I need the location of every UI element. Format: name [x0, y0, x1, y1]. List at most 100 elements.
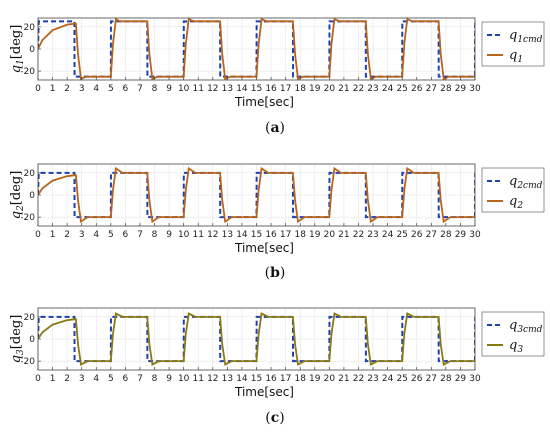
legend-label-q2cmd: q2cmd — [509, 174, 543, 191]
x-tick-label: 2 — [64, 84, 70, 94]
x-axis-label: Time[sec] — [234, 241, 294, 255]
y-tick-label: 0 — [29, 335, 35, 345]
x-tick-label: 22 — [353, 84, 364, 94]
x-tick-label: 19 — [309, 84, 321, 94]
x-tick-label: 17 — [280, 230, 291, 240]
y-tick-label: 0 — [29, 45, 35, 55]
x-tick-label: 0 — [35, 374, 41, 384]
x-tick-label: 26 — [411, 84, 423, 94]
x-tick-label: 13 — [222, 84, 233, 94]
x-tick-label: 12 — [207, 230, 218, 240]
x-tick-label: 16 — [265, 230, 277, 240]
x-tick-label: 8 — [152, 230, 158, 240]
x-tick-label: 19 — [309, 374, 321, 384]
x-tick-label: 11 — [193, 374, 204, 384]
x-tick-label: 17 — [280, 374, 291, 384]
y-axis-label: q2[deg] — [9, 171, 26, 220]
x-tick-label: 12 — [207, 374, 218, 384]
series-line-q1 — [38, 18, 475, 80]
x-tick-label: 29 — [455, 84, 467, 94]
x-tick-label: 6 — [123, 374, 129, 384]
x-tick-label: 25 — [396, 84, 407, 94]
legend-box — [481, 311, 545, 357]
x-tick-label: 18 — [294, 230, 306, 240]
y-axis-label: q1[deg] — [9, 25, 26, 74]
x-tick-label: 29 — [455, 230, 467, 240]
x-tick-label: 20 — [324, 374, 336, 384]
x-tick-label: 25 — [396, 374, 407, 384]
series-line-q2 — [38, 166, 475, 224]
x-tick-label: 4 — [93, 374, 99, 384]
y-axis-label: q3[deg] — [9, 315, 26, 364]
x-tick-label: 10 — [178, 84, 190, 94]
x-tick-label: 0 — [35, 230, 41, 240]
x-axis-label: Time[sec] — [234, 95, 294, 109]
x-tick-label: 9 — [166, 230, 172, 240]
legend-label-q3cmd: q3cmd — [509, 318, 543, 335]
x-tick-label: 13 — [222, 230, 233, 240]
x-tick-label: 7 — [137, 374, 143, 384]
y-tick-label: 20 — [24, 169, 36, 179]
x-tick-label: 14 — [236, 374, 248, 384]
x-tick-label: 24 — [382, 374, 394, 384]
x-tick-label: 13 — [222, 374, 233, 384]
x-tick-label: 1 — [50, 374, 56, 384]
x-tick-label: 0 — [35, 84, 41, 94]
y-tick-label: 20 — [24, 23, 36, 33]
x-tick-label: 22 — [353, 230, 364, 240]
x-tick-label: 21 — [338, 230, 349, 240]
x-tick-label: 11 — [193, 230, 204, 240]
x-tick-label: 11 — [193, 84, 204, 94]
x-tick-label: 20 — [324, 84, 336, 94]
x-tick-label: 21 — [338, 84, 349, 94]
x-tick-label: 28 — [440, 374, 452, 384]
x-tick-label: 23 — [367, 230, 378, 240]
chart-panel-b: 0 1 2 3 4 5 6 7 8 9 10 11 12 13 14 15 16 17 18 19 20 21 22 23 24… — [9, 163, 545, 281]
x-tick-label: 2 — [64, 374, 70, 384]
y-tick-label: -20 — [20, 213, 35, 223]
legend-label-q3: q3 — [509, 338, 523, 355]
x-tick-label: 3 — [79, 230, 85, 240]
x-tick-label: 30 — [469, 84, 481, 94]
x-tick-label: 6 — [123, 230, 129, 240]
x-tick-label: 1 — [50, 230, 56, 240]
x-tick-label: 5 — [108, 374, 114, 384]
x-tick-label: 16 — [265, 374, 277, 384]
legend-label-q1cmd: q1cmd — [509, 28, 543, 45]
x-tick-label: 30 — [469, 374, 481, 384]
x-tick-label: 12 — [207, 84, 218, 94]
legend-label-q1: q1 — [509, 48, 523, 65]
panel-caption: (c) — [265, 410, 284, 426]
panel-caption: (b) — [265, 265, 286, 281]
panel-caption: (a) — [265, 120, 285, 136]
x-tick-label: 5 — [108, 230, 114, 240]
x-tick-label: 24 — [382, 84, 394, 94]
x-tick-label: 9 — [166, 374, 172, 384]
x-tick-label: 28 — [440, 84, 452, 94]
x-tick-label: 22 — [353, 374, 364, 384]
x-tick-label: 26 — [411, 374, 423, 384]
x-tick-label: 4 — [93, 84, 99, 94]
x-tick-label: 3 — [79, 374, 85, 384]
chart-panel-a: 0 1 2 3 4 5 6 7 8 9 10 11 12 13 14 15 16 17 18 19 20 21 22 23 24… — [9, 17, 545, 136]
x-tick-label: 30 — [469, 230, 481, 240]
legend-box — [481, 167, 545, 213]
x-tick-label: 7 — [137, 84, 143, 94]
legend-label-q2: q2 — [509, 194, 523, 211]
x-tick-label: 15 — [251, 230, 262, 240]
x-tick-label: 14 — [236, 84, 248, 94]
x-tick-label: 29 — [455, 374, 467, 384]
y-tick-label: -20 — [20, 357, 35, 367]
x-tick-label: 8 — [152, 374, 158, 384]
x-tick-label: 27 — [426, 374, 437, 384]
x-tick-label: 9 — [166, 84, 172, 94]
series-line-q3 — [38, 312, 475, 366]
x-tick-label: 27 — [426, 230, 437, 240]
x-axis-label: Time[sec] — [234, 385, 294, 399]
x-tick-label: 24 — [382, 230, 394, 240]
x-tick-label: 18 — [294, 374, 306, 384]
x-tick-label: 7 — [137, 230, 143, 240]
x-tick-label: 8 — [152, 84, 158, 94]
x-tick-label: 27 — [426, 84, 437, 94]
